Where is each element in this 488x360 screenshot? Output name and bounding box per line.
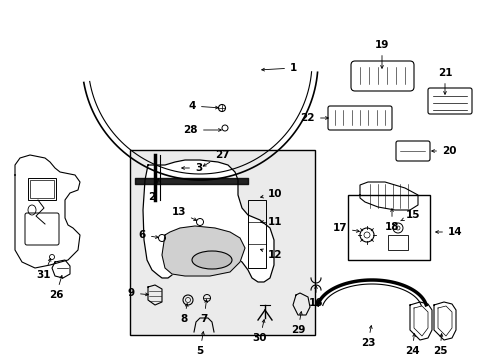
Text: 15: 15 <box>400 210 420 221</box>
Text: 10: 10 <box>260 189 282 199</box>
Polygon shape <box>162 226 244 276</box>
Text: 19: 19 <box>374 40 388 68</box>
Bar <box>130 150 314 335</box>
Text: 30: 30 <box>252 320 267 343</box>
Text: 31: 31 <box>37 258 51 280</box>
Text: 9: 9 <box>128 288 148 298</box>
Text: 16: 16 <box>308 286 323 308</box>
Text: 20: 20 <box>431 146 456 156</box>
Text: 14: 14 <box>435 227 462 237</box>
Text: 13: 13 <box>171 207 196 220</box>
Text: 23: 23 <box>360 326 374 348</box>
Text: 24: 24 <box>404 334 418 356</box>
Text: 6: 6 <box>139 230 158 240</box>
Polygon shape <box>142 160 273 282</box>
Text: 7: 7 <box>200 300 207 324</box>
Ellipse shape <box>156 156 160 160</box>
Text: 29: 29 <box>290 312 305 335</box>
Ellipse shape <box>192 251 231 269</box>
Text: 4: 4 <box>188 101 218 111</box>
Text: 11: 11 <box>260 217 282 227</box>
Text: 1: 1 <box>261 63 297 73</box>
Text: 12: 12 <box>260 249 282 260</box>
Text: 2: 2 <box>148 179 159 202</box>
Text: 8: 8 <box>180 303 188 324</box>
Text: 18: 18 <box>384 209 398 232</box>
Text: 5: 5 <box>196 332 204 356</box>
Text: 3: 3 <box>182 163 202 173</box>
Text: 28: 28 <box>183 125 221 135</box>
Bar <box>347 195 429 260</box>
Text: 22: 22 <box>300 113 327 123</box>
Text: 25: 25 <box>432 334 447 356</box>
Text: 26: 26 <box>49 275 63 300</box>
Bar <box>30 180 54 198</box>
Bar <box>130 150 314 335</box>
Bar <box>247 200 265 268</box>
Text: 17: 17 <box>332 223 359 233</box>
Bar <box>387 235 407 250</box>
Bar <box>28 178 56 200</box>
Text: 21: 21 <box>437 68 451 94</box>
Text: 27: 27 <box>203 150 229 166</box>
